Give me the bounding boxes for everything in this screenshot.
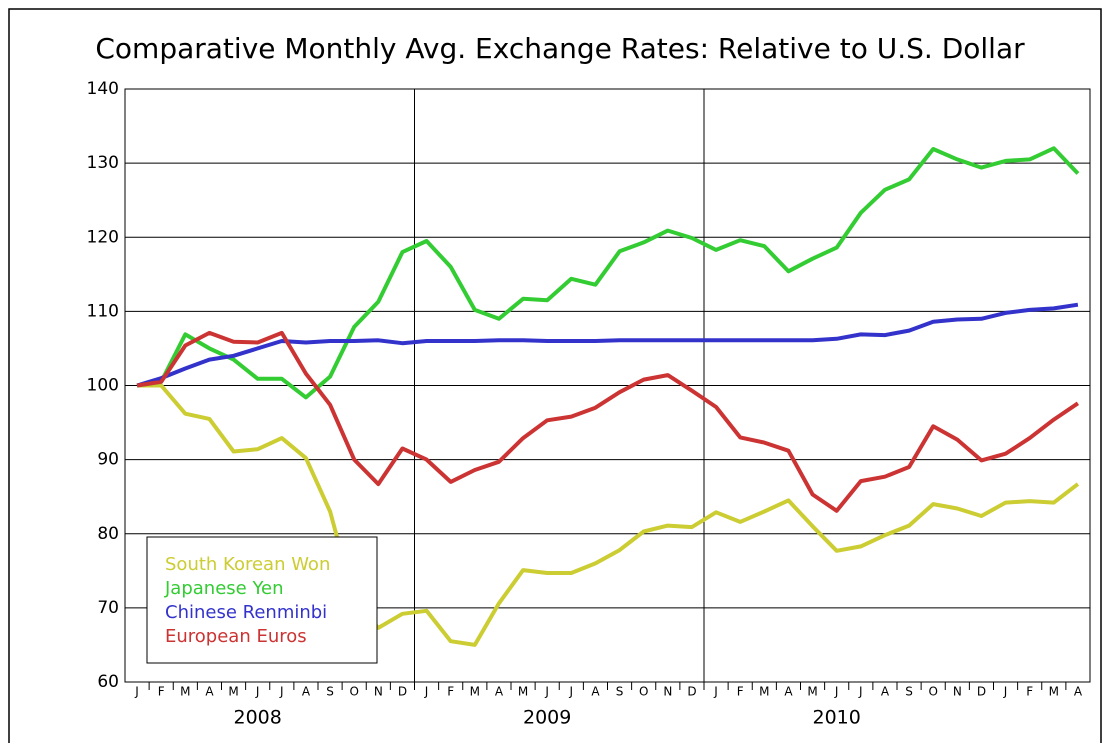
x-tick-label: J — [569, 685, 574, 699]
x-tick-label: M — [180, 685, 190, 699]
x-tick-label: O — [639, 685, 648, 699]
x-tick-label: M — [1049, 685, 1059, 699]
x-tick-label: J — [544, 685, 549, 699]
y-tick-label: 90 — [97, 450, 119, 470]
year-label: 2009 — [523, 707, 571, 729]
x-tick-label: F — [447, 685, 454, 699]
x-tick-label: D — [977, 685, 986, 699]
x-tick-label: M — [470, 685, 480, 699]
x-tick-label: J — [134, 685, 139, 699]
x-tick-label: A — [495, 685, 504, 699]
series-line — [136, 330, 1080, 513]
x-tick-label: O — [349, 685, 358, 699]
x-tick-label: N — [953, 685, 962, 699]
x-tick-label: J — [713, 685, 718, 699]
y-tick-label: 140 — [87, 79, 119, 99]
x-tick-label: O — [928, 685, 937, 699]
x-tick-label: J — [255, 685, 260, 699]
x-tick-label: A — [302, 685, 311, 699]
year-label: 2010 — [813, 707, 861, 729]
y-tick-label: 110 — [87, 301, 119, 321]
series-line — [136, 302, 1079, 388]
x-tick-label: A — [881, 685, 890, 699]
x-tick-label: F — [158, 685, 165, 699]
x-tick-label: S — [326, 685, 334, 699]
x-tick-label: F — [1026, 685, 1033, 699]
x-tick-label: S — [616, 685, 624, 699]
x-tick-label: A — [784, 685, 793, 699]
legend-entry: Japanese Yen — [164, 578, 284, 599]
legend-entry: South Korean Won — [165, 554, 330, 575]
series-line — [137, 383, 1080, 647]
x-tick-label: J — [424, 685, 429, 699]
y-tick-label: 70 — [97, 598, 119, 618]
x-tick-label: S — [905, 685, 913, 699]
x-tick-label: N — [374, 685, 383, 699]
chart-title: Comparative Monthly Avg. Exchange Rates:… — [95, 32, 1025, 65]
x-tick-label: A — [205, 685, 214, 699]
x-tick-label: A — [1074, 685, 1083, 699]
x-tick-label: J — [858, 685, 863, 699]
legend-box — [146, 536, 378, 664]
series-line — [136, 146, 1080, 400]
x-tick-label: A — [591, 685, 600, 699]
x-tick-label: M — [228, 685, 238, 699]
x-tick-label: M — [518, 685, 528, 699]
x-tick-label: F — [737, 685, 744, 699]
x-tick-label: D — [687, 685, 696, 699]
legend-entry: Chinese Renminbi — [165, 602, 327, 623]
x-tick-label: J — [279, 685, 284, 699]
x-tick-label: M — [759, 685, 769, 699]
x-tick-label: N — [663, 685, 672, 699]
y-tick-label: 80 — [97, 524, 119, 544]
x-tick-label: J — [1003, 685, 1008, 699]
x-tick-label: D — [398, 685, 407, 699]
x-tick-label: J — [834, 685, 839, 699]
y-tick-label: 100 — [87, 376, 119, 396]
y-tick-label: 130 — [87, 153, 119, 173]
year-label: 2008 — [234, 707, 282, 729]
legend-entry: European Euros — [165, 626, 307, 647]
y-tick-label: 60 — [97, 672, 119, 692]
y-tick-label: 120 — [87, 227, 119, 247]
x-tick-label: M — [807, 685, 817, 699]
